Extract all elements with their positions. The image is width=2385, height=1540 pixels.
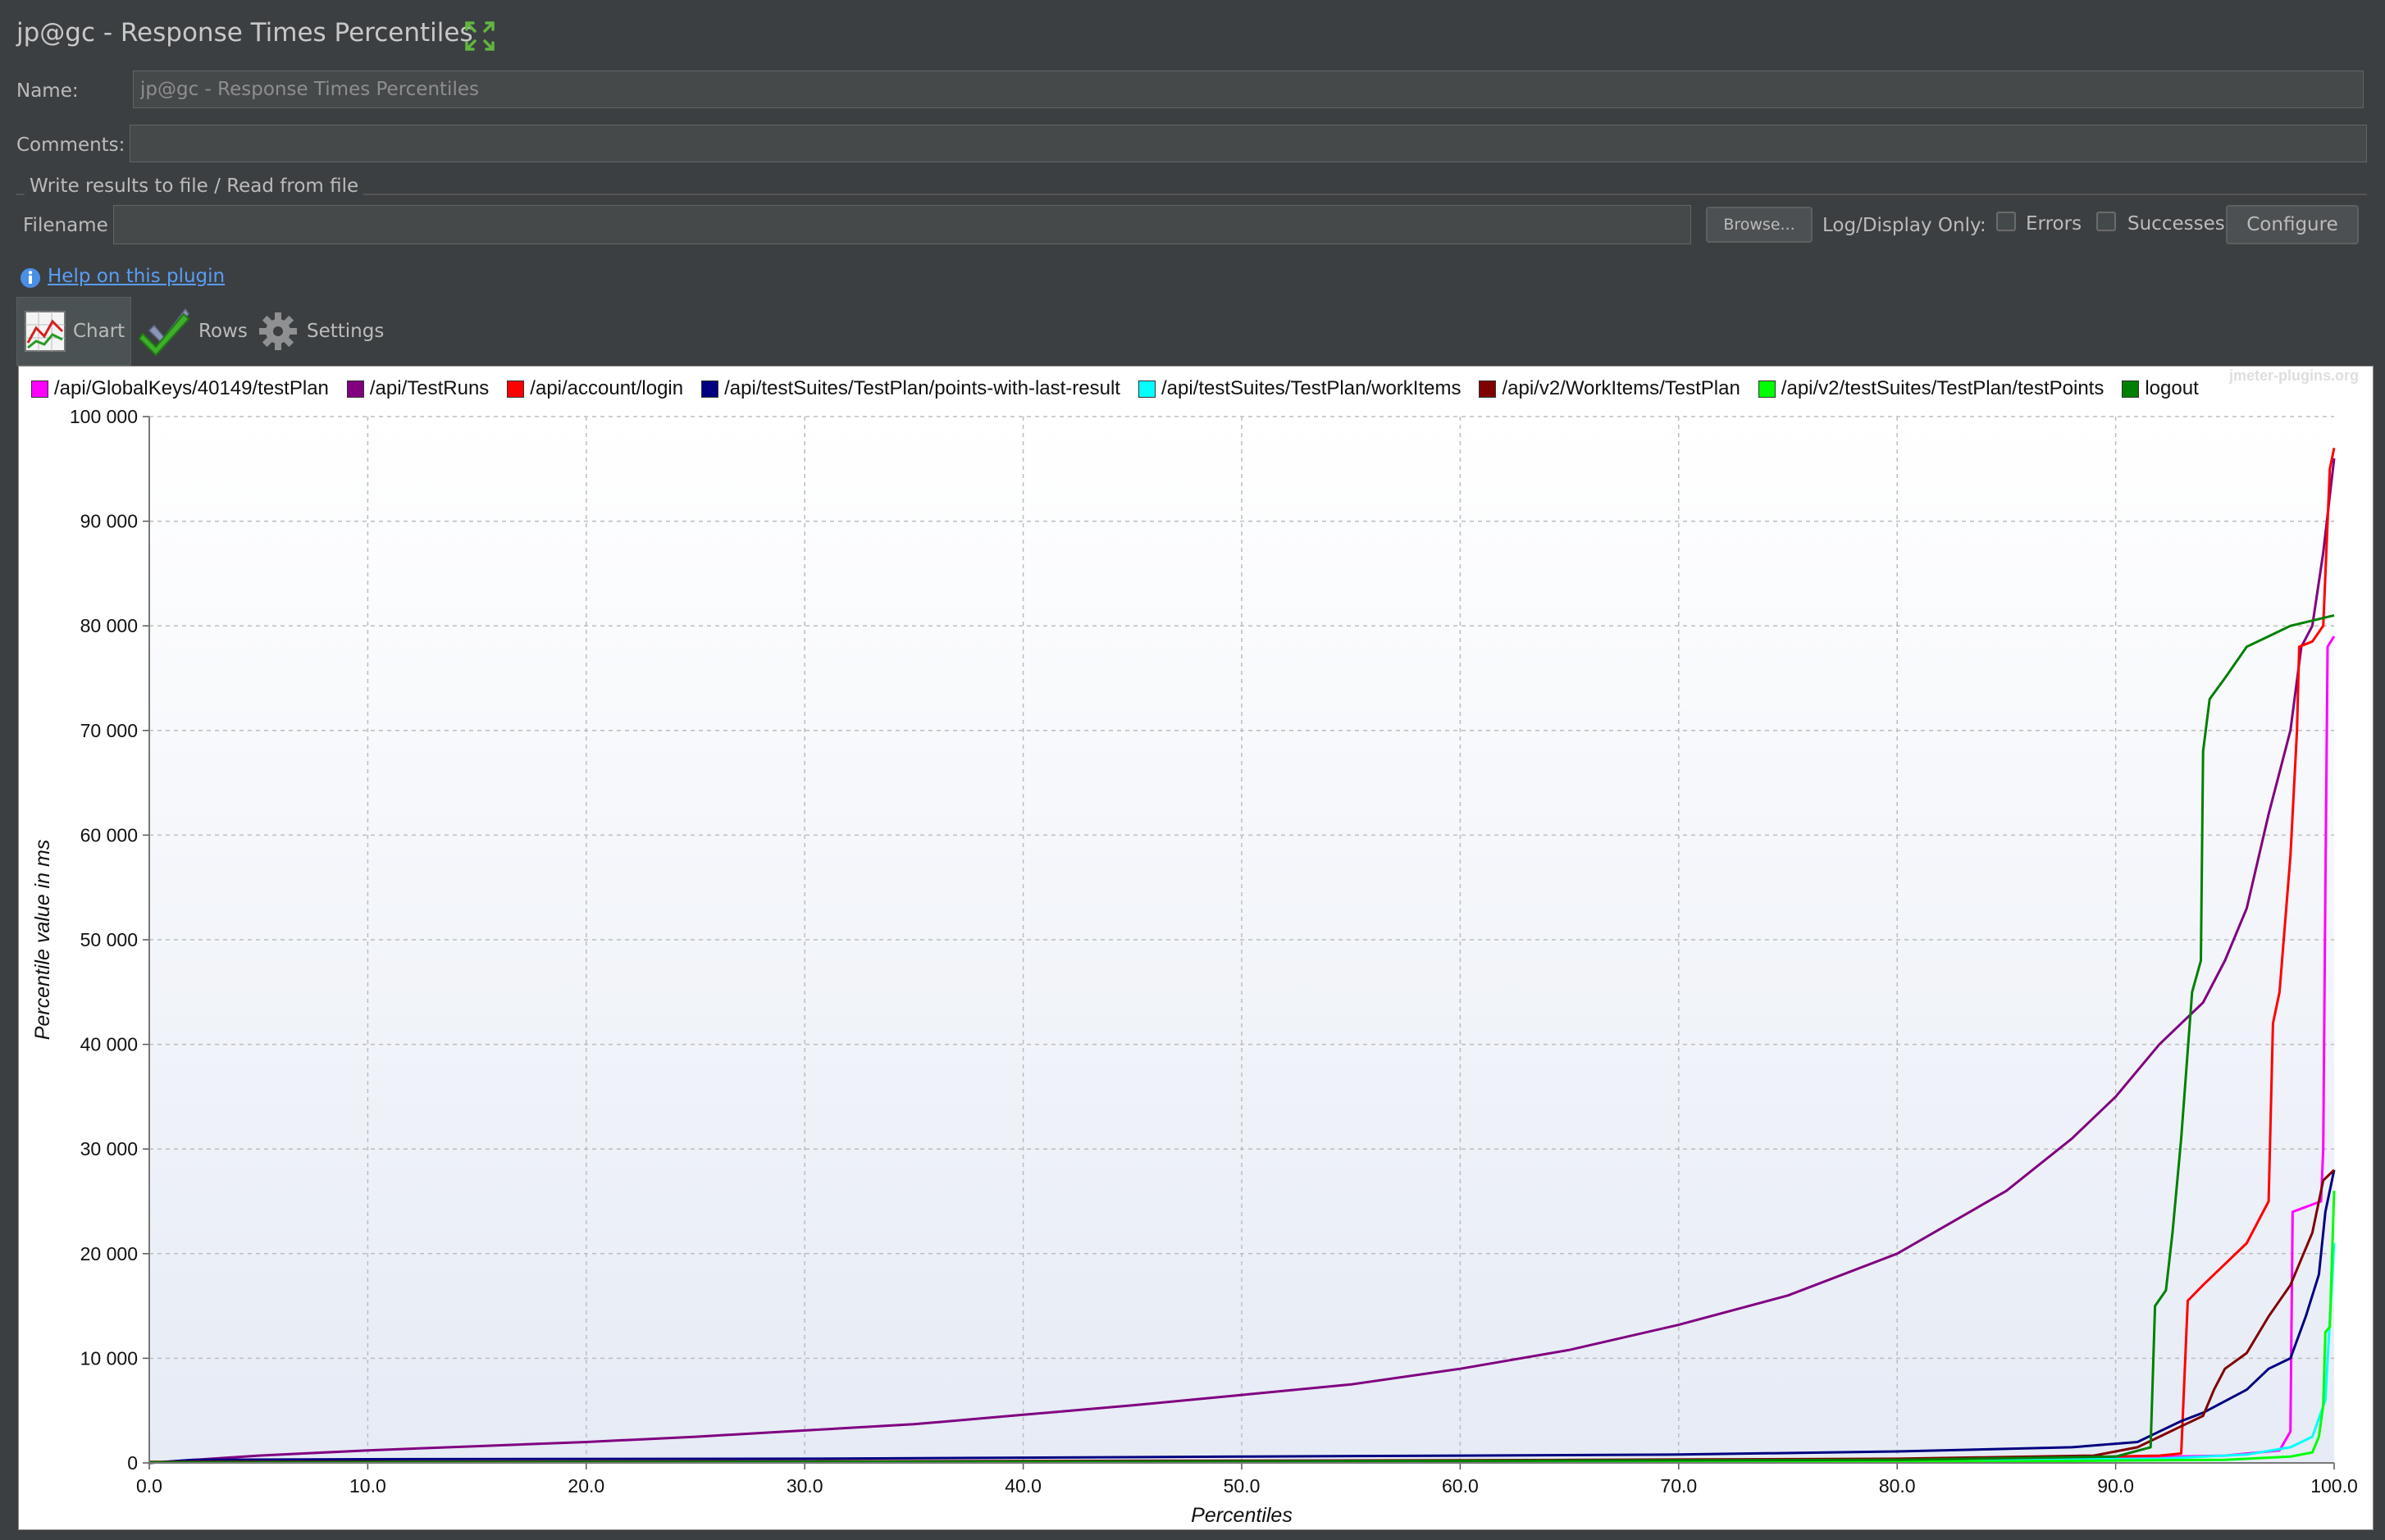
legend-label: /api/testSuites/TestPlan/workItems (1161, 377, 1462, 399)
legend-swatch (2122, 380, 2140, 398)
watermark: jmeter-plugins.org (2228, 367, 2359, 384)
y-tick-label: 70 000 (80, 720, 138, 741)
x-tick-label: 60.0 (1442, 1475, 1479, 1497)
tab-chart[interactable]: Chart (16, 297, 131, 366)
grid-lines (149, 416, 2334, 1463)
x-tick-label: 30.0 (787, 1475, 823, 1497)
legend-item: /api/testSuites/TestPlan/workItems (1138, 377, 1461, 400)
expand-arrows-icon[interactable] (463, 20, 496, 52)
legend-label: logout (2145, 377, 2199, 399)
x-tick-label: 90.0 (2097, 1475, 2134, 1497)
tab-settings[interactable]: Settings (258, 297, 384, 366)
legend-swatch (701, 380, 719, 398)
log-display-label: Log/Display Only: (1822, 215, 1986, 236)
successes-checkbox[interactable] (2096, 212, 2116, 231)
axes: 0.0 10.0 20.0 30.0 40.0 50.0 60.0 70.0 80.0 90.0 1… (70, 406, 2358, 1497)
legend-label: /api/account/login (530, 377, 684, 399)
y-axis-label: Percentile value in ms (31, 840, 54, 1041)
percentiles-chart: 0.0 10.0 20.0 30.0 40.0 50.0 60.0 70.0 80.0 90.0 1… (31, 406, 2358, 1527)
legend-swatch (507, 380, 525, 398)
legend-swatch (346, 380, 364, 398)
y-tick-label: 100 000 (70, 406, 138, 427)
series-line (148, 447, 2336, 1464)
tab-chart-label: Chart (73, 321, 125, 342)
legend-swatch (31, 380, 48, 398)
y-tick-label: 40 000 (80, 1034, 138, 1055)
file-group-border (16, 194, 2367, 195)
configure-button[interactable]: Configure (2226, 205, 2359, 244)
help-link[interactable]: Help on this plugin (48, 266, 226, 287)
legend-label: /api/testSuites/TestPlan/points-with-las… (724, 377, 1120, 399)
x-tick-label: 10.0 (349, 1475, 386, 1497)
successes-label: Successes (2127, 213, 2225, 235)
browse-button[interactable]: Browse... (1706, 207, 1813, 243)
legend-swatch (1758, 380, 1776, 398)
x-tick-label: 100.0 (2310, 1475, 2358, 1497)
x-tick-label: 80.0 (1879, 1475, 1916, 1497)
legend-label: /api/v2/WorkItems/TestPlan (1502, 377, 1740, 399)
legend-item: /api/v2/WorkItems/TestPlan (1479, 377, 1740, 400)
chart-legend: /api/GlobalKeys/40149/testPlan/api/TestR… (31, 377, 2217, 400)
gear-icon (259, 312, 297, 350)
series-line (148, 1191, 2336, 1464)
legend-item: /api/testSuites/TestPlan/points-with-las… (701, 377, 1120, 400)
series-line (148, 458, 2336, 1465)
errors-checkbox[interactable] (1996, 212, 2016, 231)
y-tick-label: 80 000 (80, 615, 138, 636)
y-tick-label: 10 000 (80, 1347, 138, 1369)
tab-rows[interactable]: Rows (138, 297, 248, 366)
series-line (148, 1169, 2336, 1465)
x-axis-label: Percentiles (1191, 1504, 1293, 1527)
filename-label: Filename (23, 215, 108, 236)
legend-swatch (1479, 380, 1497, 398)
name-field[interactable] (133, 71, 2364, 108)
legend-swatch (1138, 380, 1156, 398)
legend-item: /api/TestRuns (346, 377, 490, 400)
checkmark-icon (138, 308, 190, 357)
legend-label: /api/GlobalKeys/40149/testPlan (54, 377, 329, 399)
y-tick-label: 20 000 (80, 1243, 138, 1264)
series-line (148, 613, 2335, 1464)
x-tick-label: 40.0 (1005, 1475, 1042, 1497)
x-tick-label: 20.0 (568, 1475, 604, 1497)
tab-settings-label: Settings (307, 321, 385, 342)
name-label: Name: (16, 80, 79, 102)
legend-item: /api/account/login (507, 377, 683, 400)
x-tick-label: 50.0 (1224, 1475, 1261, 1497)
legend-label: /api/TestRuns (369, 377, 490, 399)
x-tick-label: 70.0 (1660, 1475, 1697, 1497)
comments-field[interactable] (130, 125, 2367, 162)
y-tick-label: 90 000 (80, 511, 138, 532)
y-tick-label: 30 000 (80, 1138, 138, 1160)
y-tick-label: 60 000 (80, 824, 138, 845)
legend-label: /api/v2/testSuites/TestPlan/testPoints (1781, 377, 2105, 399)
series-lines (148, 447, 2336, 1465)
errors-label: Errors (2026, 213, 2082, 235)
legend-item: /api/GlobalKeys/40149/testPlan (31, 377, 329, 400)
comments-label: Comments: (16, 134, 125, 156)
file-group-title: Write results to file / Read from file (25, 175, 364, 197)
y-tick-label: 50 000 (80, 929, 138, 950)
y-tick-label: 0 (127, 1452, 138, 1474)
legend-item: /api/v2/testSuites/TestPlan/testPoints (1758, 377, 2105, 400)
legend-item: logout (2122, 377, 2199, 400)
info-icon (21, 268, 40, 288)
line-chart-icon (25, 311, 66, 352)
x-tick-label: 0.0 (136, 1475, 162, 1497)
tab-rows-label: Rows (198, 321, 248, 342)
window-title: jp@gc - Response Times Percentiles (16, 18, 473, 48)
filename-field[interactable] (113, 205, 1691, 244)
